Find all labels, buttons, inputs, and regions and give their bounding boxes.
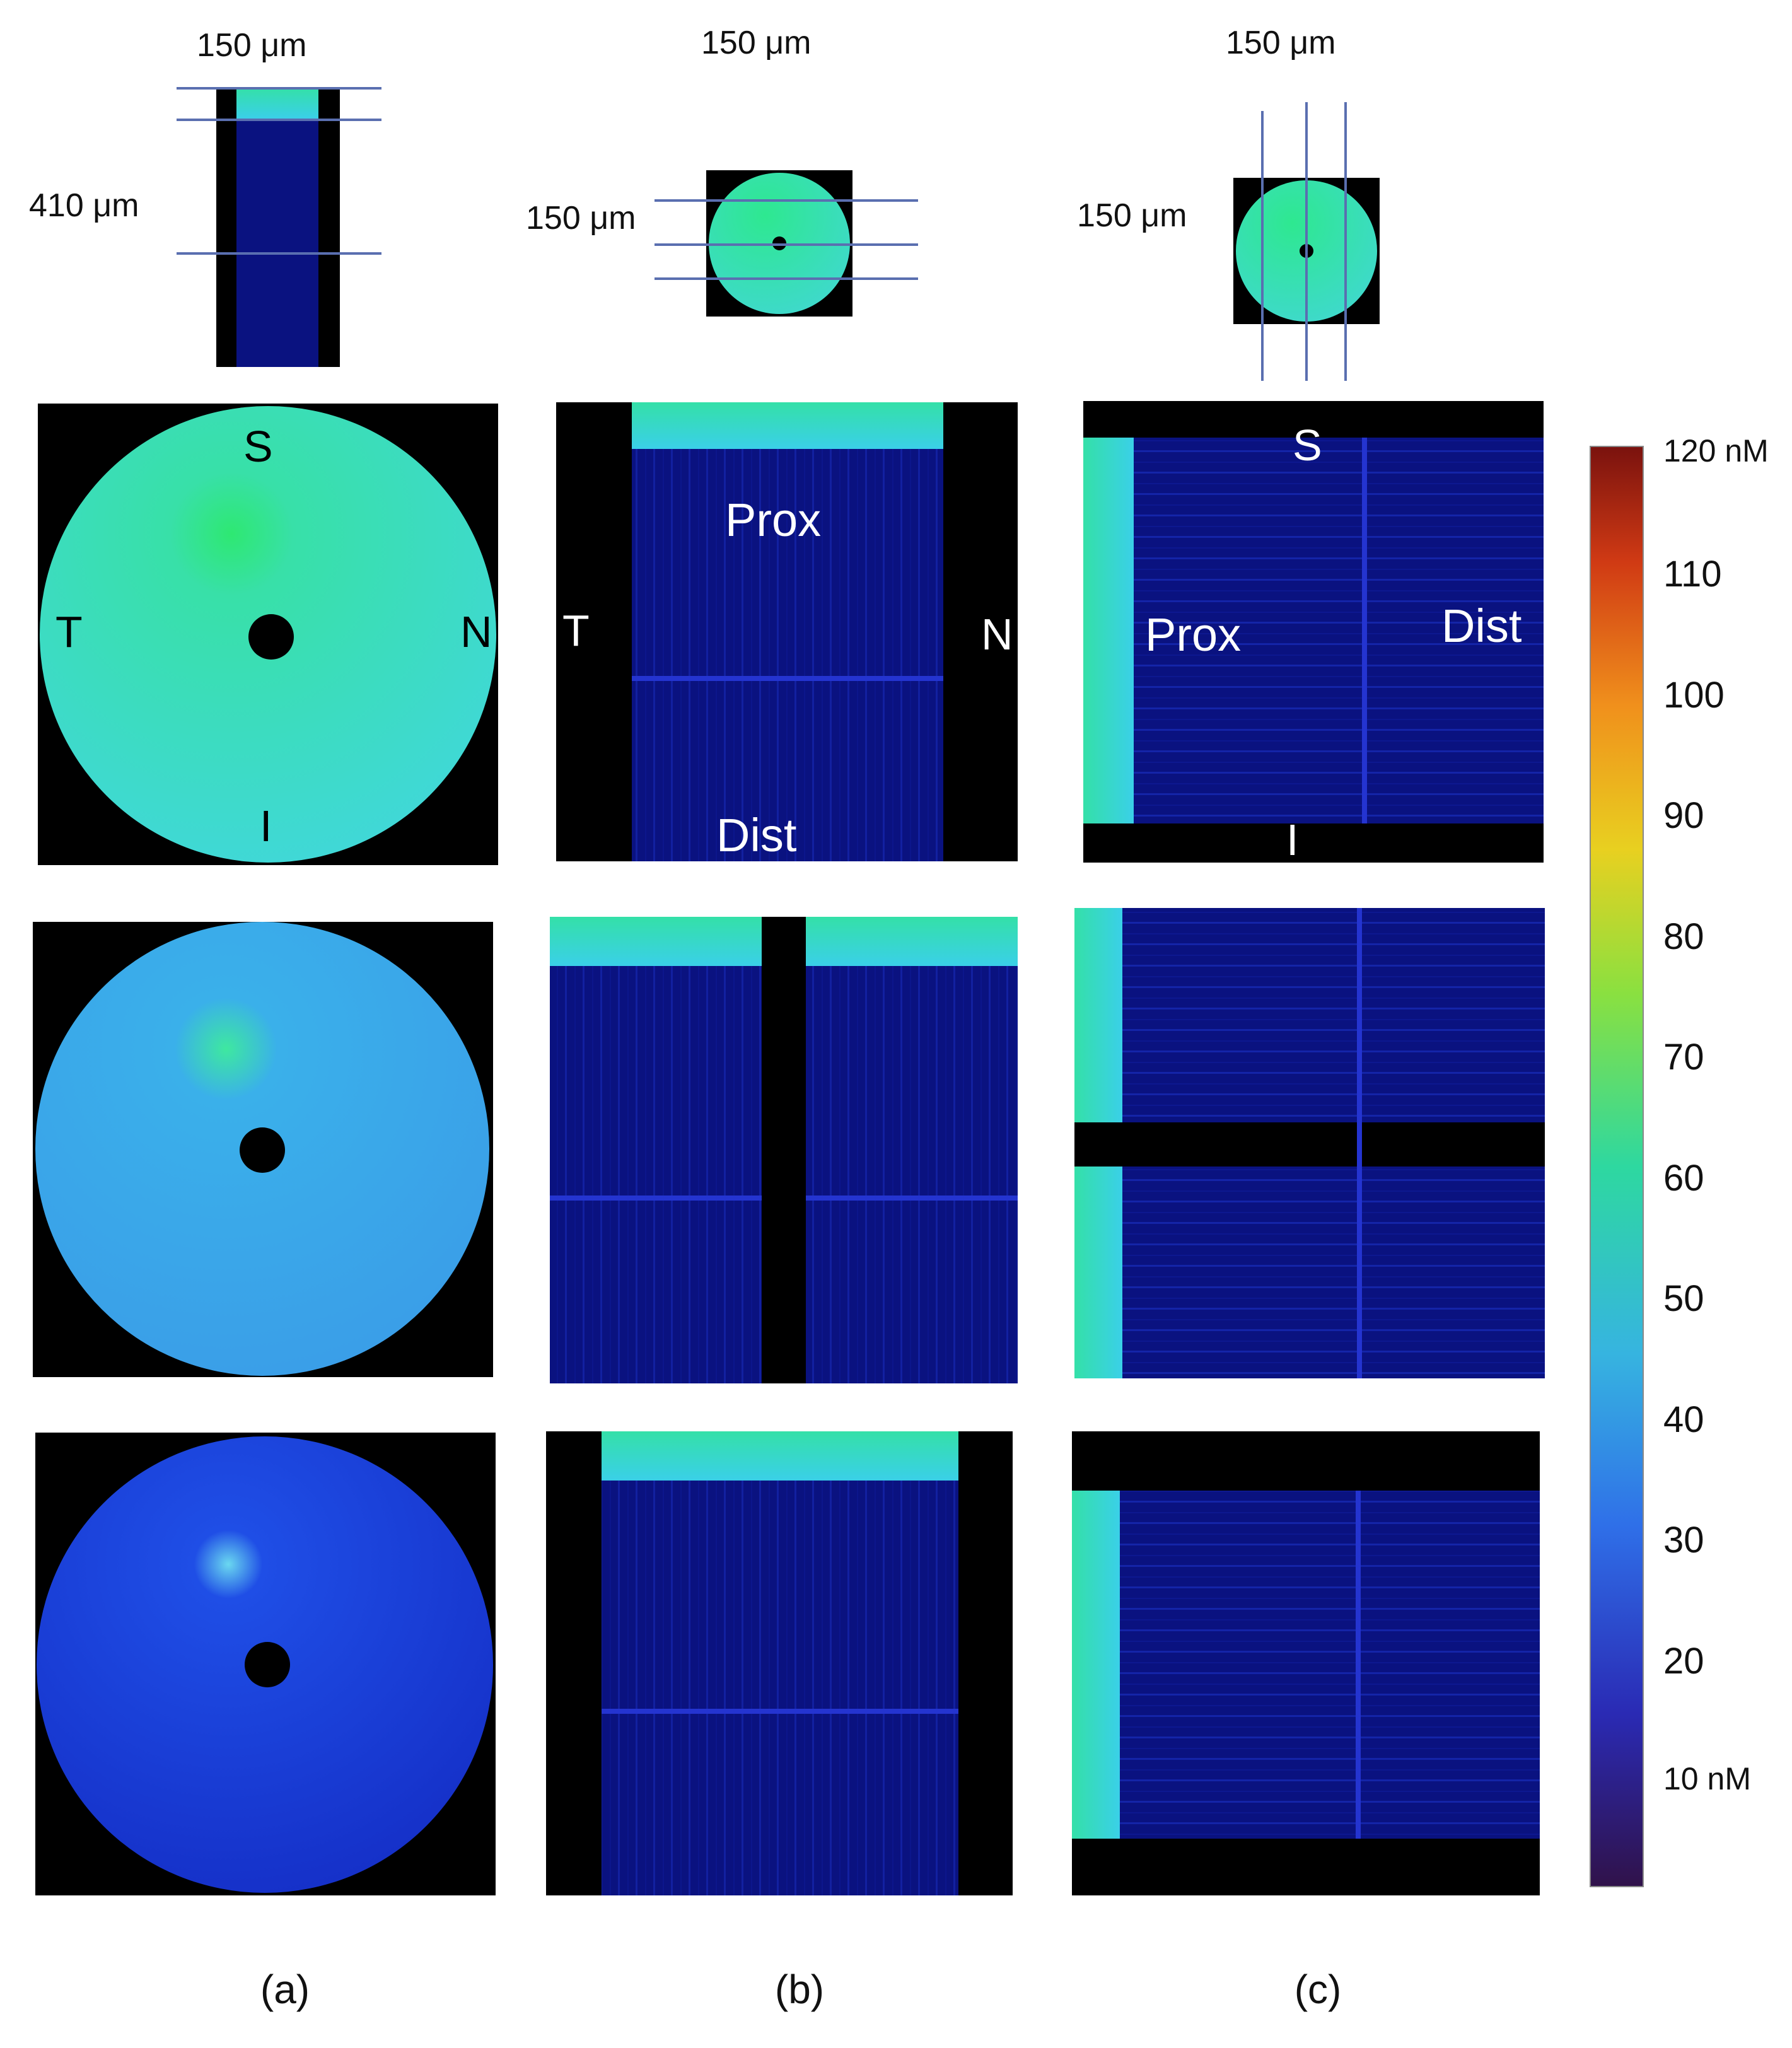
panel-c-row3 [1072,1431,1540,1895]
panel-c-row2 [1074,908,1545,1378]
schematic-a [177,87,381,367]
schematic-a-width-label: 150 μm [197,27,307,64]
colorbar [1590,446,1644,1887]
schematic-a-height-label: 410 μm [29,187,139,224]
panel-b-row3 [546,1431,1013,1895]
panel-b-distal-label: Dist [716,809,797,861]
caption-a: (a) [260,1967,310,2012]
schematic-b [655,170,918,317]
panel-b-proximal-label: Prox [725,494,822,546]
colorbar-tick-label: 20 [1663,1640,1704,1682]
colorbar-tick-label: 70 [1663,1037,1704,1078]
panel-c-superior-label: S [1293,421,1322,470]
colorbar-tick-label: 90 [1663,795,1704,837]
schematic-b-width-label: 150 μm [701,25,812,61]
panel-a-inferior-label: I [260,801,272,851]
panel-a-row2 [33,922,493,1377]
colorbar-tick-label: 50 [1663,1278,1704,1320]
colorbar-tick-label: 10 nM [1663,1761,1751,1796]
colorbar-tick-label: 100 [1663,674,1725,716]
schematic-c-width-label: 150 μm [1226,25,1336,61]
caption-b: (b) [774,1967,825,2012]
panel-c-inferior-label: I [1286,815,1299,864]
caption-c: (c) [1294,1967,1342,2012]
panel-c-proximal-label: Prox [1145,608,1242,661]
colorbar-tick-label: 110 [1663,554,1722,595]
colorbar-tick-label: 80 [1663,916,1704,957]
panel-b-temporal-label: T [562,606,590,655]
panel-b-nasal-label: N [981,610,1013,659]
panel-b-row1 [556,402,1018,861]
colorbar-tick-label: 120 nM [1663,433,1769,468]
schematic-c [1233,102,1380,381]
panel-c-row1 [1083,401,1544,863]
panel-a-row3 [35,1433,496,1895]
panel-a-row1 [38,404,498,865]
colorbar-tick-label: 30 [1663,1520,1704,1561]
schematic-b-height-label: 150 μm [526,200,636,236]
panel-a-superior-label: S [243,422,273,471]
panel-b-row2 [550,917,1018,1383]
panel-a-nasal-label: N [460,607,492,656]
colorbar-tick-label: 40 [1663,1399,1704,1440]
panel-a-temporal-label: T [55,607,83,656]
colorbar-tick-label: 60 [1663,1157,1704,1199]
schematic-c-height-label: 150 μm [1077,197,1187,234]
panel-c-distal-label: Dist [1441,600,1522,652]
